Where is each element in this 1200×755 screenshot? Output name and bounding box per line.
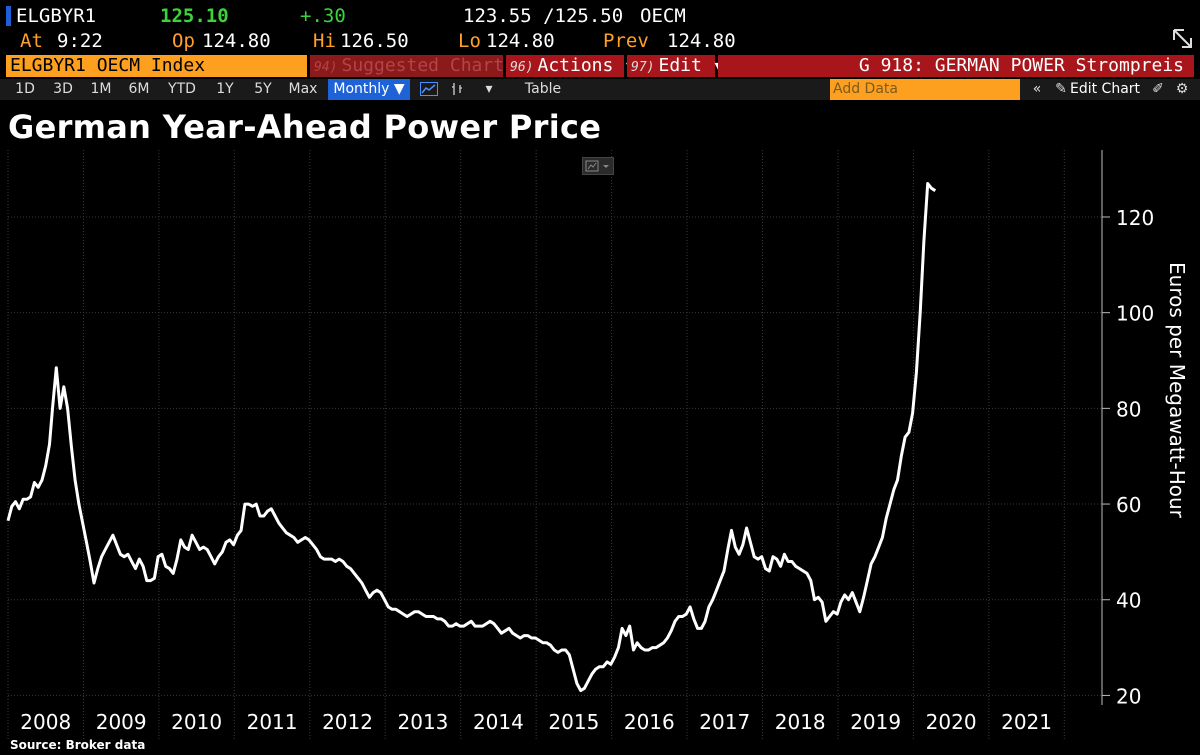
function-title: G 918: GERMAN POWER Strompreis <box>718 55 1194 77</box>
x-tick-label: 2016 <box>624 710 675 734</box>
chart-type-dropdown-icon[interactable]: ▾ <box>485 81 493 97</box>
edit-menu[interactable]: 97) Edit ▾ <box>627 55 724 77</box>
x-tick-label: 2021 <box>1001 710 1052 734</box>
edit-number: 97) <box>631 60 655 75</box>
quote-row-secondary: At 9:22 Op 124.80 Hi 126.50 Lo 124.80 Pr… <box>0 29 1200 53</box>
pencil-icon[interactable]: ✎ <box>1055 81 1067 97</box>
x-tick-label: 2019 <box>850 710 901 734</box>
command-bar: ELGBYR1 OECM Index 94) Suggested Charts 9… <box>0 55 1200 77</box>
period-1y[interactable]: 1Y <box>216 81 234 97</box>
price-series-line <box>6 182 937 693</box>
y-tick-label: 40 <box>1116 589 1141 613</box>
actions-menu[interactable]: 96) Actions ▾ <box>506 55 635 77</box>
low-value: 124.80 <box>486 30 555 52</box>
prev-label: Prev <box>603 30 649 52</box>
y-tick-label: 120 <box>1116 206 1154 230</box>
x-tick-label: 2017 <box>699 710 750 734</box>
x-tick-label: 2008 <box>20 710 71 734</box>
settings-icon[interactable]: ⚙ <box>1175 81 1189 97</box>
y-tick-label: 80 <box>1116 397 1141 421</box>
period-max[interactable]: Max <box>288 81 318 97</box>
y-axis: 20 40 60 80 100 120 <box>1101 150 1154 708</box>
x-tick-label: 2013 <box>398 710 449 734</box>
ticker-symbol[interactable]: ELGBYR1 <box>16 5 97 27</box>
gridlines <box>7 150 1102 740</box>
edit-label: Edit ▾ <box>658 55 724 76</box>
edit-chart-button[interactable]: Edit Chart <box>1070 81 1141 97</box>
x-tick-label: 2015 <box>548 710 599 734</box>
y-axis-label: Euros per Megawatt-Hour <box>1165 262 1189 519</box>
x-tick-label: 2012 <box>322 710 373 734</box>
actions-label: Actions ▾ <box>537 55 636 76</box>
x-tick-label: 2018 <box>775 710 826 734</box>
x-tick-label: 2020 <box>926 710 977 734</box>
x-tick-label: 2010 <box>171 710 222 734</box>
period-6m[interactable]: 6M <box>128 81 150 97</box>
period-1m[interactable]: 1M <box>90 81 112 97</box>
period-3d[interactable]: 3D <box>53 81 73 97</box>
at-value: 9:22 <box>57 30 103 52</box>
bar-chart-icon[interactable] <box>446 79 468 100</box>
frequency-dropdown[interactable]: Monthly ▼ <box>328 79 410 100</box>
expand-window-icon[interactable] <box>1172 28 1194 55</box>
x-tick-label: 2009 <box>96 710 147 734</box>
last-price: 125.10 <box>160 5 229 27</box>
series-layer <box>6 182 937 693</box>
actions-number: 96) <box>510 60 534 75</box>
open-value: 124.80 <box>202 30 271 52</box>
security-field[interactable]: ELGBYR1 OECM Index <box>6 55 307 77</box>
price-change: +.30 <box>300 5 346 27</box>
high-label: Hi <box>313 30 336 52</box>
suggested-charts-button[interactable]: 94) Suggested Charts <box>310 55 515 77</box>
open-label: Op <box>172 30 195 52</box>
low-label: Lo <box>458 30 481 52</box>
at-label: At <box>20 30 43 52</box>
chart-toolbar: 1D 3D 1M 6M YTD 1Y 5Y Max Monthly ▼ ▾ Ta… <box>0 79 1200 100</box>
ticker-marker <box>6 6 11 26</box>
annotate-icon[interactable]: ✐ <box>1152 81 1164 97</box>
suggested-charts-number: 94) <box>314 60 338 75</box>
y-tick-label: 100 <box>1116 302 1154 326</box>
x-tick-label: 2011 <box>247 710 298 734</box>
add-data-input[interactable]: Add Data <box>830 79 1020 100</box>
price-source: OECM <box>640 5 686 27</box>
x-axis: 2008 2009 2010 2011 2012 2013 2014 2015 2016 2017… <box>20 710 1052 734</box>
table-button[interactable]: Table <box>524 81 562 97</box>
collapse-icon[interactable]: « <box>1032 81 1042 97</box>
period-ytd[interactable]: YTD <box>168 81 196 97</box>
chart-source: Source: Broker data <box>10 738 146 752</box>
high-value: 126.50 <box>340 30 409 52</box>
period-1d[interactable]: 1D <box>15 81 35 97</box>
y-tick-label: 60 <box>1116 493 1141 517</box>
y-tick-label: 20 <box>1116 684 1141 708</box>
prev-value: 124.80 <box>667 30 736 52</box>
chart-style-button[interactable] <box>582 157 614 175</box>
chart-title: German Year-Ahead Power Price <box>8 108 602 146</box>
line-chart-icon[interactable] <box>416 79 442 100</box>
quote-row-primary: ELGBYR1 125.10 +.30 123.55 /125.50 OECM <box>0 2 1200 28</box>
period-5y[interactable]: 5Y <box>254 81 272 97</box>
x-tick-label: 2014 <box>473 710 524 734</box>
bid-ask: 123.55 /125.50 <box>463 5 624 27</box>
suggested-charts-label: Suggested Charts <box>341 55 515 76</box>
